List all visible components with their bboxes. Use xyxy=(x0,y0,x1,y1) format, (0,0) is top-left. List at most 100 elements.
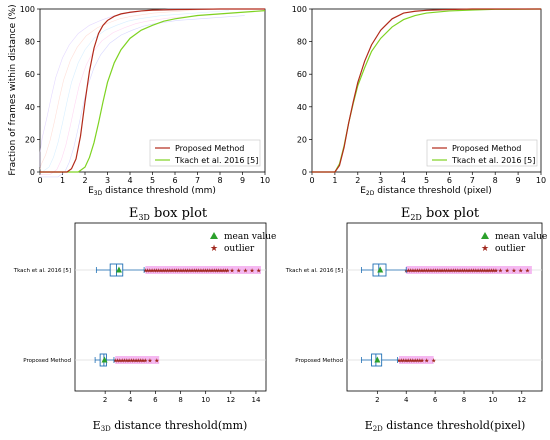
outlier-point: ★ xyxy=(207,268,212,275)
x-tick-label: 4 xyxy=(127,176,132,185)
y-tick-label: 100 xyxy=(292,5,307,14)
y-tick-label: 20 xyxy=(25,135,35,144)
x-tick-label: 2 xyxy=(103,396,107,404)
background-trace xyxy=(40,15,245,178)
chart-title: E2D box plot xyxy=(401,206,480,222)
x-tick-labels: 0 1 2 3 4 5 6 7 8 9 10 xyxy=(37,172,270,185)
x-axis-label: E3D distance threshold(mm) xyxy=(93,419,248,433)
series-line xyxy=(40,10,266,173)
outlier-point: ★ xyxy=(133,358,138,365)
legend-mean-marker xyxy=(210,232,218,239)
x-tick-label: 10 xyxy=(260,176,270,185)
chart-title: E3D box plot xyxy=(129,206,208,222)
outlier-point: ★ xyxy=(158,268,163,275)
outlier-point: ★ xyxy=(444,268,449,275)
legend-box xyxy=(149,139,261,167)
outlier-point: ★ xyxy=(466,268,471,275)
outlier-point: ★ xyxy=(185,268,190,275)
series-lines xyxy=(39,8,266,178)
outlier-point: ★ xyxy=(460,268,465,275)
x-tick-label: 3 xyxy=(105,176,110,185)
y-tick-label: 100 xyxy=(20,5,35,14)
x-tick-labels: 0 1 2 3 4 5 6 7 8 9 10 xyxy=(309,172,546,185)
outlier-point: ★ xyxy=(256,268,261,275)
outlier-point: ★ xyxy=(518,268,523,275)
outlier-point: ★ xyxy=(482,268,487,275)
outlier-point: ★ xyxy=(122,358,127,365)
outlier-point: ★ xyxy=(180,268,185,275)
legend-outlier-marker: ★ xyxy=(481,244,489,254)
legend-label-proposed: Proposed Method xyxy=(175,144,244,153)
outlier-point: ★ xyxy=(431,358,436,365)
boxes: ★★★★★★★★★★★★★★★★★★★★★★★★★★★★★★★★★★★★★★★★… xyxy=(361,263,532,367)
outlier-point: ★ xyxy=(138,358,143,365)
x-tick-label: 7 xyxy=(470,176,475,185)
outlier-point: ★ xyxy=(156,268,161,275)
legend-box xyxy=(426,139,538,167)
boxes: ★★★★★★★★★★★★★★★★★★★★★★★★★★★★★★★★★★★★★★★★… xyxy=(94,263,261,367)
legend-label-proposed: Proposed Method xyxy=(452,144,521,153)
legend: mean value ★ outlier xyxy=(210,232,276,254)
legend-label-tkach: Tkach et al. 2016 [5] xyxy=(451,156,535,165)
outlier-point: ★ xyxy=(464,268,469,275)
outlier-band xyxy=(399,356,434,364)
outlier-point: ★ xyxy=(455,268,460,275)
outlier-point: ★ xyxy=(212,268,217,275)
outlier-point: ★ xyxy=(205,268,210,275)
outlier-point: ★ xyxy=(143,268,148,275)
mean-marker xyxy=(374,356,381,363)
x-tick-label: 6 xyxy=(447,176,452,185)
outlier-point: ★ xyxy=(433,268,438,275)
background-trace xyxy=(39,8,222,170)
outlier-point: ★ xyxy=(145,268,150,275)
x-tick-label: 12 xyxy=(517,396,526,404)
box-3d-panel: E3D box plot 2 4 6 8 10 12 14 ★★★★★★★★★★★★★★★★… xyxy=(13,206,277,433)
outlier-point: ★ xyxy=(484,268,489,275)
outlier-point: ★ xyxy=(453,268,458,275)
x-tick-label: 4 xyxy=(404,396,409,404)
x-axis-label: E3D distance threshold (mm) xyxy=(88,186,216,197)
outlier-point: ★ xyxy=(140,358,145,365)
outlier-point: ★ xyxy=(174,268,179,275)
outlier-point: ★ xyxy=(511,268,516,275)
outlier-point: ★ xyxy=(160,268,165,275)
outlier-point: ★ xyxy=(214,268,219,275)
outlier-point: ★ xyxy=(196,268,201,275)
outlier-point: ★ xyxy=(491,268,496,275)
x-tick-labels: 2 4 6 8 10 12 xyxy=(375,391,526,404)
category-label-proposed: Proposed Method xyxy=(295,358,343,364)
outlier-point: ★ xyxy=(176,268,181,275)
x-tick-label: 8 xyxy=(462,396,466,404)
outlier-point: ★ xyxy=(154,268,159,275)
cdf-2d-panel: 0 20 40 60 80 100 0 1 2 3 4 5 6 7 8 9 10 E2D distance t… xyxy=(292,5,546,197)
outlier-point: ★ xyxy=(194,268,199,275)
outlier-point: ★ xyxy=(478,268,483,275)
outlier-point: ★ xyxy=(505,268,510,275)
outlier-point: ★ xyxy=(124,358,129,365)
y-axis-label: Fraction of frames within distance (%) xyxy=(8,4,18,175)
series-lines xyxy=(312,8,542,173)
outlier-point: ★ xyxy=(209,268,214,275)
outlier-point: ★ xyxy=(131,358,136,365)
y-tick-label: 80 xyxy=(25,38,35,47)
outlier-point: ★ xyxy=(126,358,131,365)
outlier-point: ★ xyxy=(448,268,453,275)
outlier-point: ★ xyxy=(498,268,503,275)
y-tick-label: 40 xyxy=(297,103,307,112)
outlier-point: ★ xyxy=(117,358,122,365)
x-tick-label: 10 xyxy=(201,396,210,404)
x-tick-label: 1 xyxy=(60,176,65,185)
x-tick-labels: 2 4 6 8 10 12 14 xyxy=(103,391,261,404)
outlier-point: ★ xyxy=(147,358,152,365)
legend: mean value ★ outlier xyxy=(481,232,547,254)
x-tick-label: 6 xyxy=(153,396,158,404)
legend-outlier-label: outlier xyxy=(495,244,526,254)
x-tick-label: 5 xyxy=(424,176,429,185)
outlier-point: ★ xyxy=(410,268,415,275)
outlier-point: ★ xyxy=(192,268,197,275)
outlier-point: ★ xyxy=(243,268,248,275)
outlier-point: ★ xyxy=(487,268,492,275)
legend-mean-marker xyxy=(481,232,489,239)
outlier-point: ★ xyxy=(525,268,530,275)
x-tick-label: 4 xyxy=(128,396,133,404)
